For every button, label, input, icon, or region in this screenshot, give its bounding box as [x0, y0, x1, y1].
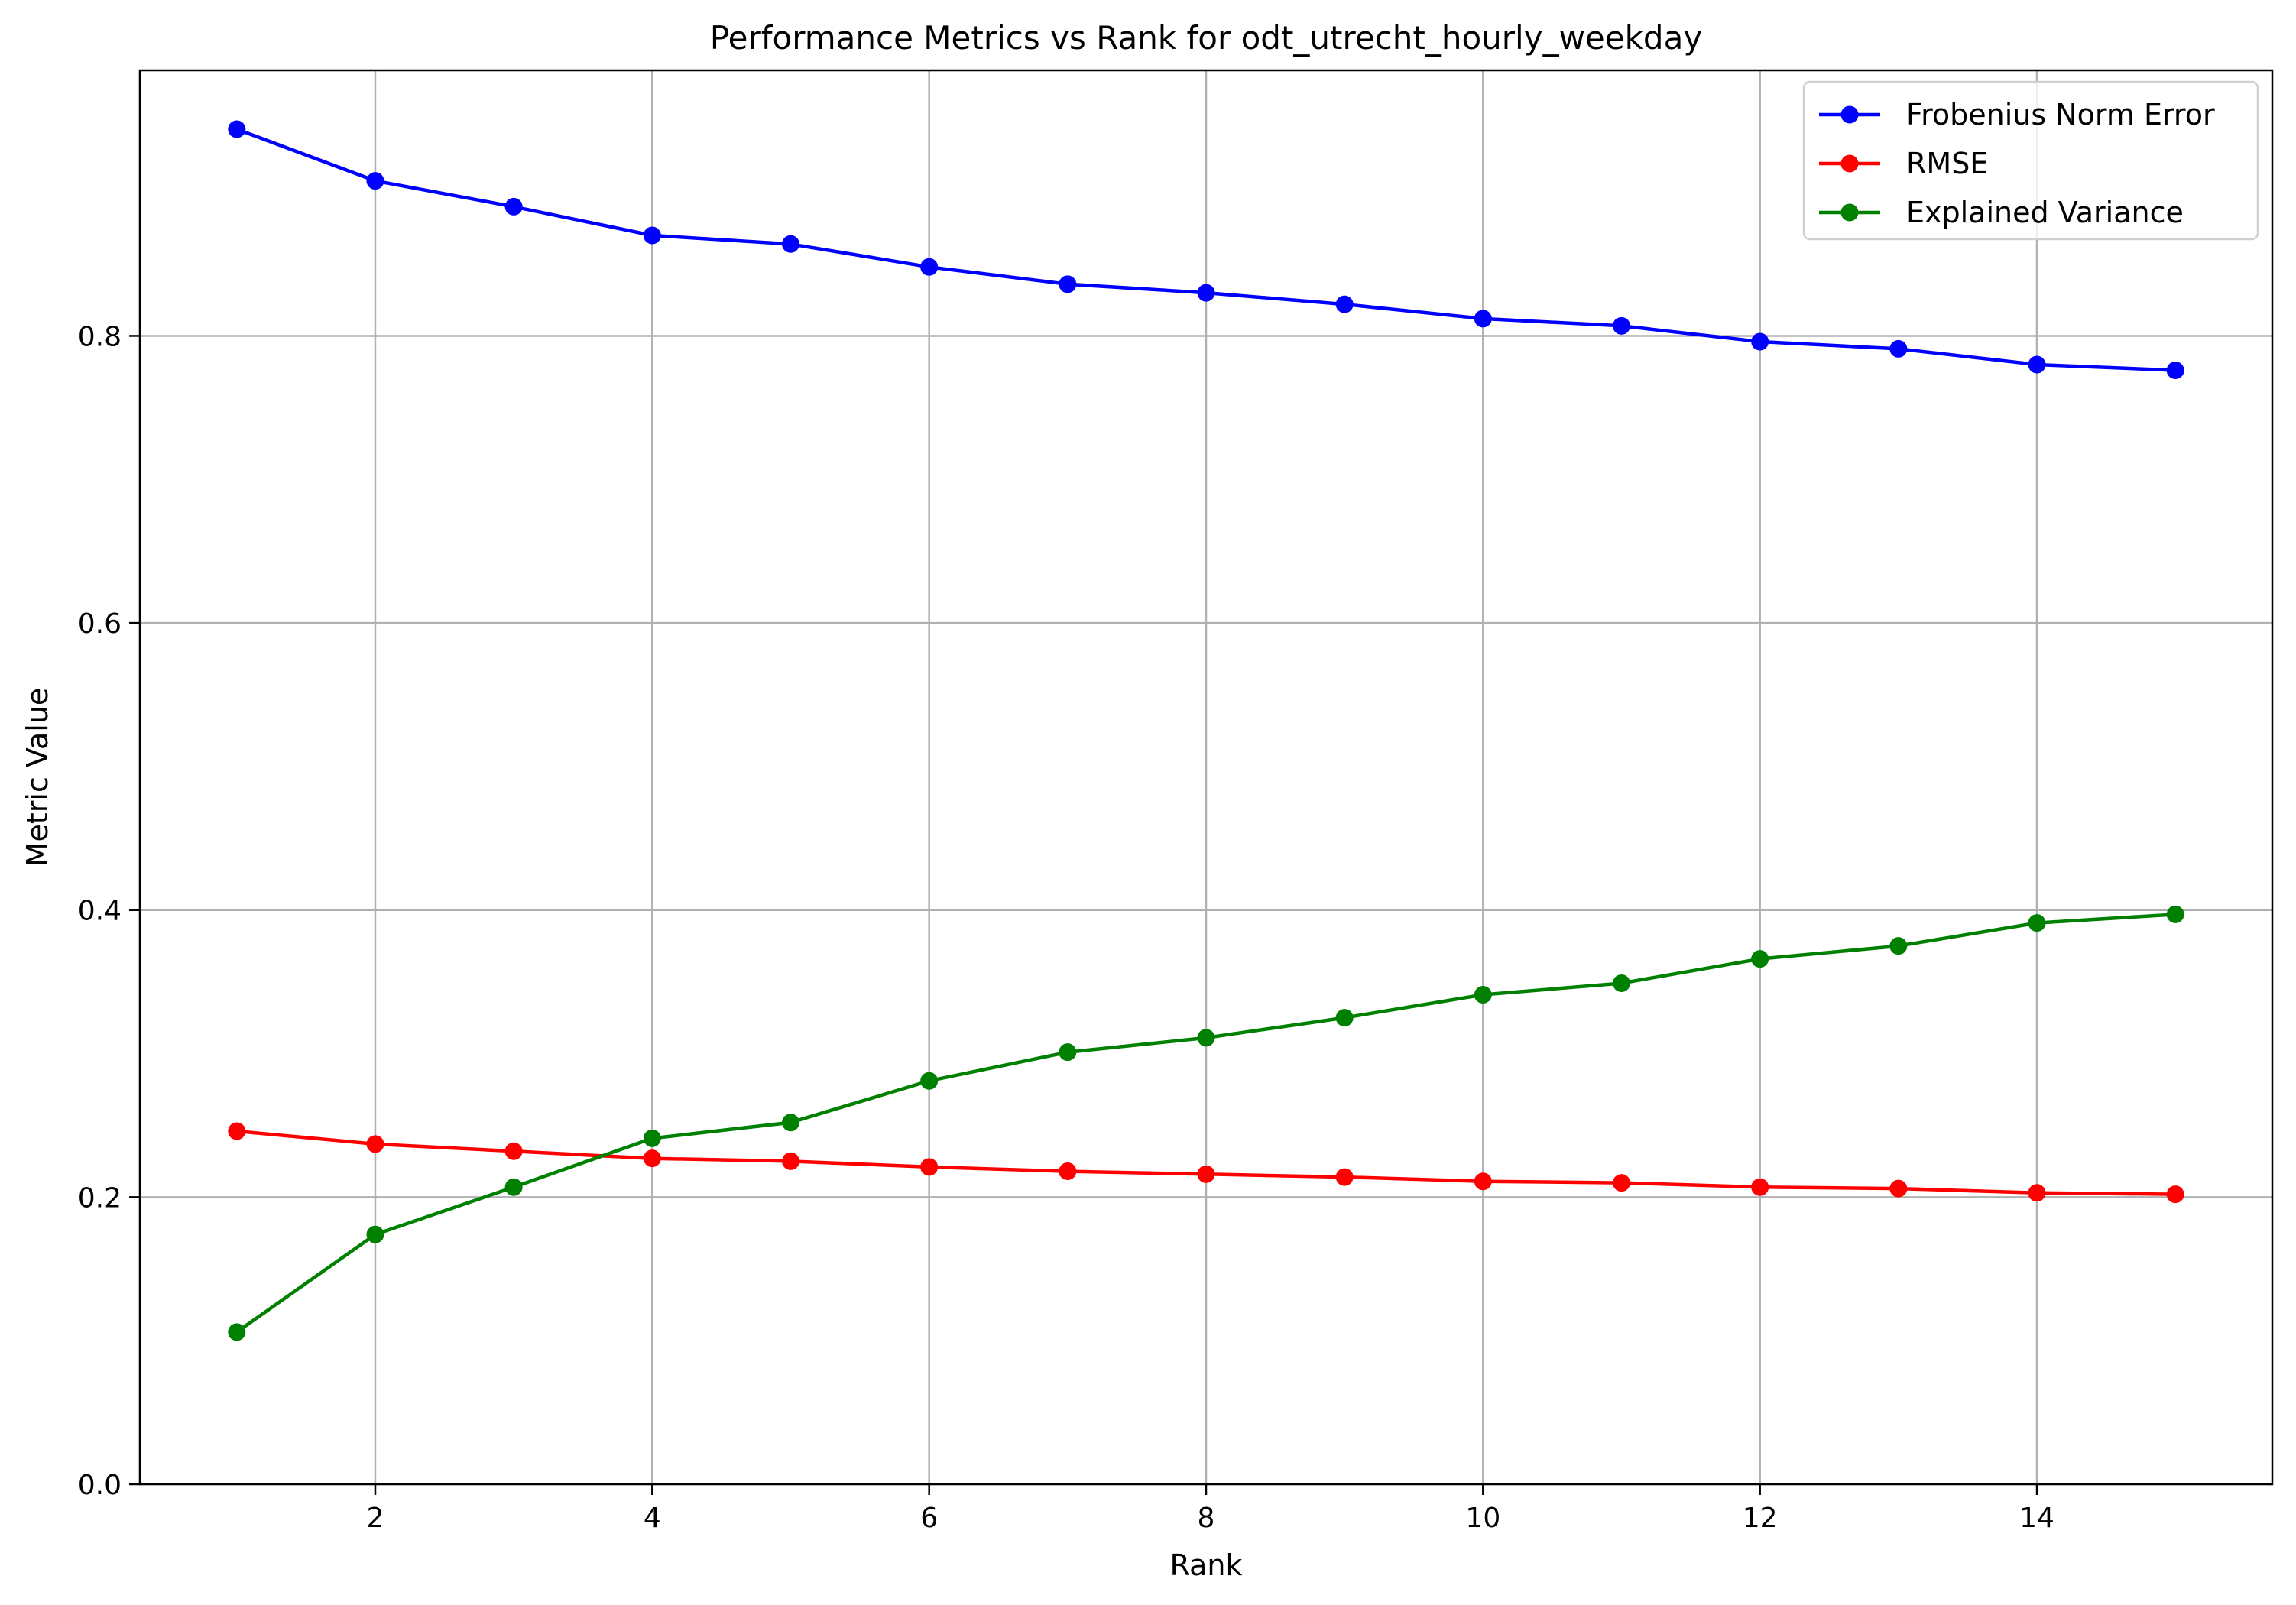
explained-variance-point [2166, 905, 2184, 923]
frobenius-norm-error-point [1335, 295, 1354, 313]
legend: Frobenius Norm Error RMSE Explained Varian… [1802, 80, 2259, 241]
series-explained-variance [228, 905, 2184, 1341]
legend-swatch-marker [1840, 203, 1859, 222]
legend-label: RMSE [1906, 147, 1988, 180]
explained-variance-point [1197, 1029, 1215, 1047]
rmse-point [920, 1158, 939, 1176]
rmse-point [1613, 1174, 1631, 1192]
x-axis-label: Rank [1170, 1548, 1243, 1582]
legend-item: Frobenius Norm Error [1819, 98, 2215, 131]
frobenius-norm-error-point [228, 120, 246, 138]
y-tick-label: 0.8 [78, 321, 122, 352]
frobenius-norm-error-point [1059, 275, 1077, 293]
legend-swatch-marker [1840, 105, 1859, 124]
rmse-point [2166, 1185, 2184, 1204]
explained-variance-point [1335, 1009, 1354, 1027]
legend-swatch-marker [1840, 154, 1859, 173]
explained-variance-point [1474, 986, 1492, 1004]
x-tick-label: 14 [2019, 1503, 2054, 1534]
frobenius-norm-error-point [2166, 362, 2184, 380]
rmse-point [228, 1122, 246, 1140]
x-tick-label: 4 [644, 1503, 661, 1534]
frobenius-norm-error-point [2028, 355, 2046, 374]
explained-variance-point [366, 1225, 384, 1243]
ticks: 2 4 6 8 10 12 14 0.0 0.2 0.4 0.6 0.8 [78, 321, 2054, 1534]
rmse-point [1889, 1179, 1908, 1198]
y-tick-label: 0.4 [78, 896, 122, 927]
explained-variance-point [1751, 950, 1769, 968]
explained-variance-point [920, 1072, 939, 1090]
rmse-point [1751, 1178, 1769, 1196]
series-frobenius-norm-error [228, 120, 2184, 380]
rmse-point [366, 1135, 384, 1153]
frobenius-norm-error-point [920, 258, 939, 276]
legend-label: Frobenius Norm Error [1906, 98, 2215, 131]
rmse-point [1059, 1162, 1077, 1181]
x-tick-label: 10 [1465, 1503, 1500, 1534]
y-axis-label: Metric Value [21, 688, 54, 867]
explained-variance-point [228, 1323, 246, 1341]
rmse-point [1474, 1172, 1492, 1191]
explained-variance-point [781, 1114, 799, 1132]
rmse-point [1335, 1168, 1354, 1186]
frobenius-norm-error-point [1197, 284, 1215, 302]
explained-variance-point [1059, 1043, 1077, 1062]
y-tick-label: 0.2 [78, 1182, 122, 1214]
chart-title: Performance Metrics vs Rank for odt_utre… [710, 19, 1702, 57]
rmse-point [781, 1152, 799, 1170]
x-tick-label: 12 [1743, 1503, 1778, 1534]
legend-entries: Frobenius Norm Error RMSE Explained Varian… [1819, 98, 2215, 229]
frobenius-norm-error-point [643, 226, 661, 245]
series-layer [228, 120, 2184, 1341]
grid [140, 70, 2272, 1486]
frobenius-norm-error-point [1889, 339, 1908, 358]
explained-variance-point [2028, 914, 2046, 932]
y-tick-label: 0.0 [78, 1470, 122, 1501]
rmse-point [504, 1142, 523, 1160]
legend-box [1802, 80, 2259, 241]
frobenius-norm-error-point [504, 197, 523, 216]
legend-item: Explained Variance [1819, 196, 2184, 229]
x-tick-label: 6 [920, 1503, 938, 1534]
frobenius-norm-error-point [1474, 310, 1492, 328]
explained-variance-point [504, 1178, 523, 1196]
rmse-point [2028, 1184, 2046, 1202]
frobenius-norm-error-point [366, 172, 384, 190]
rmse-point [643, 1149, 661, 1168]
explained-variance-point [1613, 974, 1631, 993]
frobenius-norm-error-point [1751, 332, 1769, 351]
x-tick-label: 8 [1198, 1503, 1215, 1534]
y-tick-label: 0.6 [78, 608, 122, 640]
rmse-point [1197, 1165, 1215, 1183]
explained-variance-point [1889, 937, 1908, 955]
x-tick-label: 2 [367, 1503, 384, 1534]
frobenius-norm-error-point [1613, 316, 1631, 335]
frobenius-norm-error-point [781, 235, 799, 253]
series-rmse [228, 1122, 2184, 1204]
legend-item: RMSE [1819, 147, 1988, 180]
explained-variance-point [643, 1129, 661, 1147]
legend-label: Explained Variance [1906, 196, 2184, 229]
